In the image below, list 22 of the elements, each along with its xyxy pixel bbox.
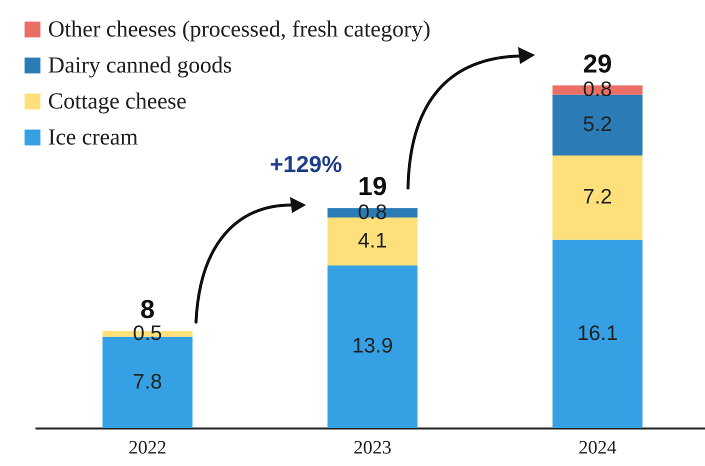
x-tick-label: 2022 bbox=[128, 438, 166, 458]
legend-label: Dairy canned goods bbox=[48, 52, 232, 78]
total-label: 29 bbox=[583, 48, 612, 78]
bar bbox=[328, 218, 418, 266]
annotation: +129% bbox=[270, 151, 342, 177]
bar bbox=[328, 265, 418, 428]
x-tick-label: 2023 bbox=[354, 438, 392, 458]
data-label: 7.8 bbox=[132, 370, 162, 394]
legend-label: Other cheeses (processed, fresh category) bbox=[48, 16, 431, 42]
x-tick-label: 2024 bbox=[578, 438, 617, 458]
data-label: 4.1 bbox=[358, 229, 388, 252]
bar bbox=[552, 240, 642, 428]
total-label: 19 bbox=[358, 171, 387, 202]
legend-label: Ice cream bbox=[48, 124, 138, 150]
legend-label: Cottage cheese bbox=[48, 88, 187, 114]
bar bbox=[552, 94, 642, 156]
data-label: 5.2 bbox=[582, 113, 612, 136]
data-label: 16.1 bbox=[577, 322, 618, 345]
total-label: 8 bbox=[140, 294, 155, 324]
data-label: 7.2 bbox=[582, 186, 612, 209]
bar bbox=[552, 156, 642, 240]
data-label: 13.9 bbox=[352, 334, 393, 358]
